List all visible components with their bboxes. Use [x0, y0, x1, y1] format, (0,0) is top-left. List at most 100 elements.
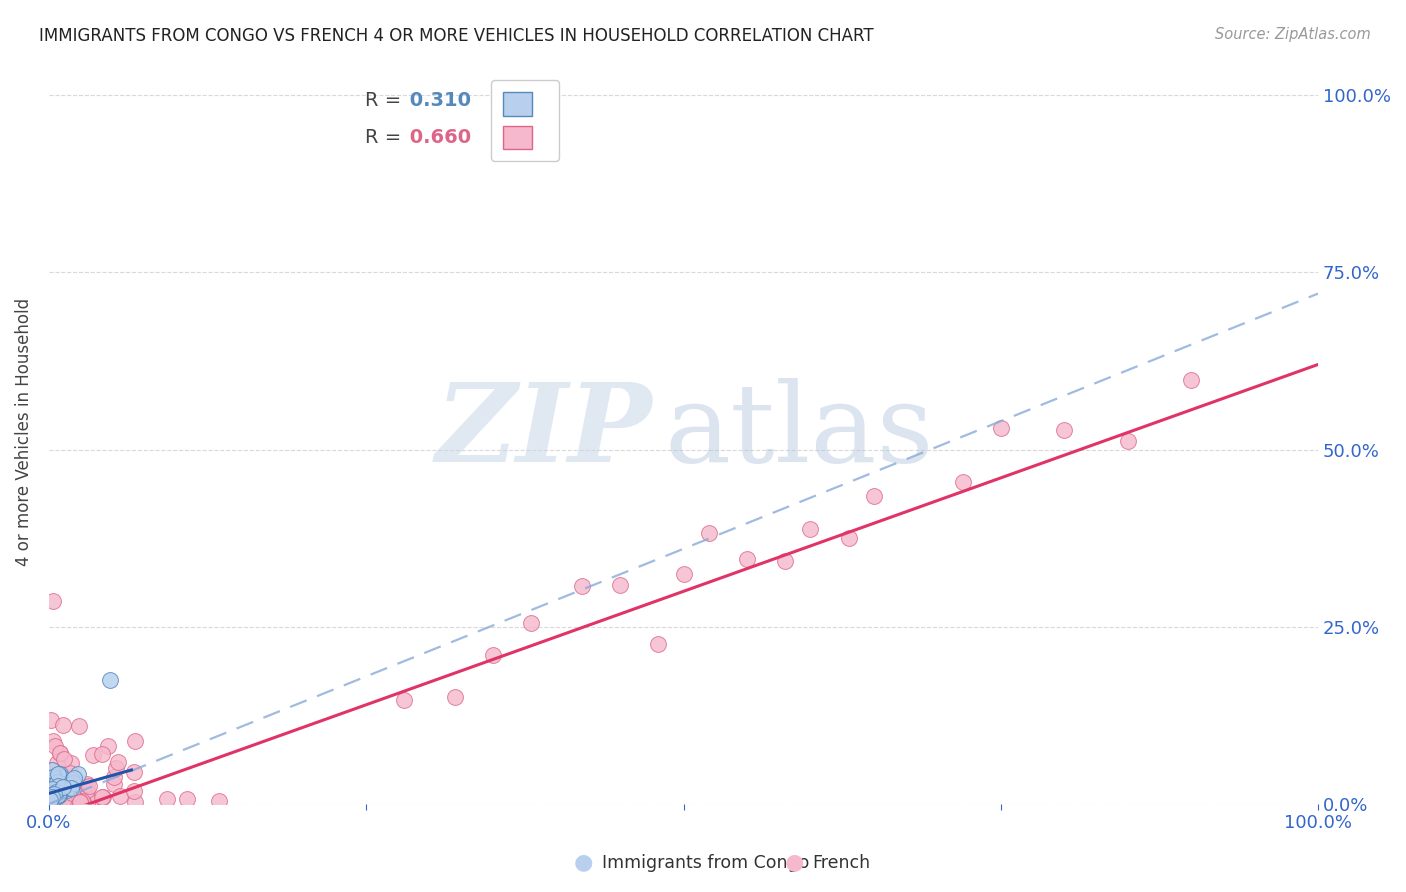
Point [91, 790, 114, 805]
Point [647, 637, 669, 651]
Point [697, 526, 720, 541]
Point [42, 769, 65, 783]
Point [122, 783, 145, 797]
Point [124, 795, 146, 809]
Point [39, 795, 62, 809]
Point [39, 776, 62, 790]
Point [53, 752, 76, 766]
Point [72, 795, 94, 809]
Point [39, 790, 62, 805]
Point [42, 783, 65, 797]
Point [44, 783, 66, 797]
Point [38, 778, 60, 792]
Point [38, 785, 60, 799]
Text: 0.310: 0.310 [404, 91, 471, 110]
Point [65, 778, 87, 792]
Point [735, 552, 758, 566]
Point [41, 789, 63, 804]
Point [42, 791, 65, 805]
Point [66, 767, 89, 781]
Point [42, 763, 65, 777]
Point [39, 713, 62, 727]
Point [42, 734, 65, 748]
Point [103, 770, 125, 784]
Point [672, 566, 695, 581]
Point [60, 772, 83, 787]
Point [76, 782, 98, 797]
Point [44, 739, 66, 753]
Text: R =: R = [366, 128, 408, 147]
Point [45, 775, 67, 789]
Point [444, 690, 467, 704]
Point [42, 773, 65, 788]
Point [69, 795, 91, 809]
Point [39, 792, 62, 806]
Point [55, 780, 77, 795]
Point [41, 776, 63, 790]
Text: 0.660: 0.660 [404, 128, 471, 147]
Point [41, 788, 63, 802]
Point [609, 577, 631, 591]
Text: R =: R = [366, 91, 408, 110]
Legend: , : , [491, 80, 560, 161]
Point [42, 790, 65, 805]
Point [38, 792, 60, 806]
Point [104, 761, 127, 775]
Point [63, 771, 86, 785]
Point [39, 790, 62, 805]
Point [773, 554, 796, 568]
Point [48, 779, 70, 793]
Point [41, 773, 63, 788]
Point [1053, 423, 1076, 437]
Point [42, 772, 65, 786]
Point [46, 783, 69, 797]
Point [46, 789, 69, 803]
Point [863, 489, 886, 503]
Point [42, 787, 65, 801]
Point [52, 777, 75, 791]
Point [42, 787, 65, 801]
Point [48, 788, 70, 802]
Point [51, 770, 73, 784]
Point [69, 795, 91, 809]
Point [56, 780, 79, 795]
Point [52, 718, 75, 732]
Text: French: French [813, 855, 870, 872]
Point [45, 756, 67, 771]
Point [49, 767, 72, 781]
Point [76, 793, 98, 807]
Point [52, 780, 75, 794]
Point [39, 783, 62, 797]
Text: N =: N = [479, 128, 536, 147]
Point [38, 792, 60, 806]
Point [42, 778, 65, 792]
Point [42, 792, 65, 806]
Point [59, 766, 82, 780]
Point [44, 786, 66, 800]
Point [39, 776, 62, 790]
Point [56, 782, 79, 797]
Point [39, 796, 62, 810]
Point [42, 790, 65, 805]
Point [44, 789, 66, 803]
Text: ●: ● [785, 853, 804, 872]
Point [97, 739, 120, 754]
Text: Immigrants from Congo: Immigrants from Congo [602, 855, 808, 872]
Point [38, 790, 60, 805]
Point [67, 788, 90, 802]
Point [48, 746, 70, 760]
Point [41, 790, 63, 805]
Point [1116, 434, 1139, 448]
Point [39, 793, 62, 807]
Point [77, 779, 100, 793]
Point [41, 764, 63, 778]
Point [44, 778, 66, 792]
Point [41, 782, 63, 797]
Point [990, 421, 1012, 435]
Point [60, 781, 83, 796]
Point [45, 774, 67, 789]
Text: atlas: atlas [665, 378, 934, 485]
Point [41, 772, 63, 787]
Point [91, 747, 114, 762]
Point [156, 792, 179, 806]
